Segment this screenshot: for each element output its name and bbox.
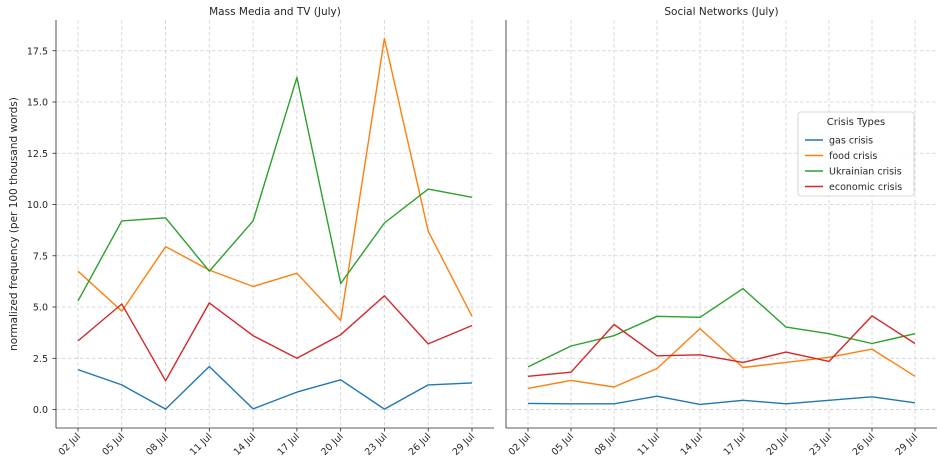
panel-title-mass-media: Mass Media and TV (July)	[209, 6, 341, 18]
legend-label-gas-crisis: gas crisis	[829, 136, 873, 147]
legend-label-food-crisis: food crisis	[829, 151, 877, 162]
ytick-label-5: 12.5	[27, 149, 48, 160]
panel1-series-economic-crisis	[527, 315, 916, 377]
panel1-xtick-label-14-jul: 14 Jul	[679, 431, 706, 458]
panel1-xtick-label-17-jul: 17 Jul	[722, 431, 749, 458]
panel1-xtick-label-29-jul: 29 Jul	[894, 431, 921, 458]
panel0-series-economic-crisis	[77, 295, 473, 382]
panel0-xtick-label-17-jul: 17 Jul	[275, 431, 302, 458]
ytick-label-7: 17.5	[27, 46, 48, 57]
panel0-series-gas-crisis	[77, 365, 473, 410]
panel0-xtick-label-11-jul: 11 Jul	[188, 431, 215, 458]
panel1-series-gas-crisis	[527, 395, 916, 406]
ytick-label-2: 5.0	[33, 303, 48, 314]
panel1-xtick-label-26-jul: 26 Jul	[851, 431, 878, 458]
panel0-xtick-label-08-jul: 08 Jul	[144, 431, 171, 458]
panel0-xtick-label-23-jul: 23 Jul	[363, 431, 390, 458]
panel0-xtick-label-29-jul: 29 Jul	[451, 431, 478, 458]
panel0-series-food-crisis	[77, 37, 473, 322]
legend: Crisis Types gas crisis food crisis Ukrain…	[797, 111, 915, 197]
ytick-label-4: 10.0	[27, 200, 48, 211]
panel1-xtick-label-20-jul: 20 Jul	[765, 431, 792, 458]
panel1-xtick-label-05-jul: 05 Jul	[550, 431, 577, 458]
panel0-xtick-label-26-jul: 26 Jul	[407, 431, 434, 458]
ytick-label-6: 15.0	[27, 98, 48, 109]
legend-title: Crisis Types	[827, 117, 885, 128]
axes-layer	[52, 20, 937, 432]
legend-label-economic-crisis: economic crisis	[829, 182, 902, 193]
legend-box	[797, 111, 915, 197]
ytick-label-3: 7.5	[33, 251, 48, 262]
panel1-series-food-crisis	[527, 327, 916, 390]
panel0-xtick-label-14-jul: 14 Jul	[232, 431, 259, 458]
y-axis-label: normalized frequency (per 100 thousand w…	[8, 97, 20, 351]
series-layer	[77, 37, 916, 410]
ytick-label-0: 0.0	[33, 405, 48, 416]
text-layer: Mass Media and TV (July) Social Networks…	[8, 6, 920, 458]
panel0-series-ukrainian-crisis	[77, 76, 473, 302]
panel1-xtick-label-23-jul: 23 Jul	[808, 431, 835, 458]
grid-layer	[56, 20, 937, 428]
panel0-xtick-label-05-jul: 05 Jul	[100, 431, 127, 458]
panel1-xtick-label-11-jul: 11 Jul	[636, 431, 663, 458]
panel0-xtick-label-02-jul: 02 Jul	[57, 431, 84, 458]
panel0-xtick-label-20-jul: 20 Jul	[319, 431, 346, 458]
ytick-label-1: 2.5	[33, 354, 48, 365]
legend-label-ukrainian-crisis: Ukrainian crisis	[829, 167, 902, 178]
panel1-xtick-label-08-jul: 08 Jul	[593, 431, 620, 458]
panel1-xtick-label-02-jul: 02 Jul	[507, 431, 534, 458]
panel-title-social-networks: Social Networks (July)	[664, 6, 778, 18]
